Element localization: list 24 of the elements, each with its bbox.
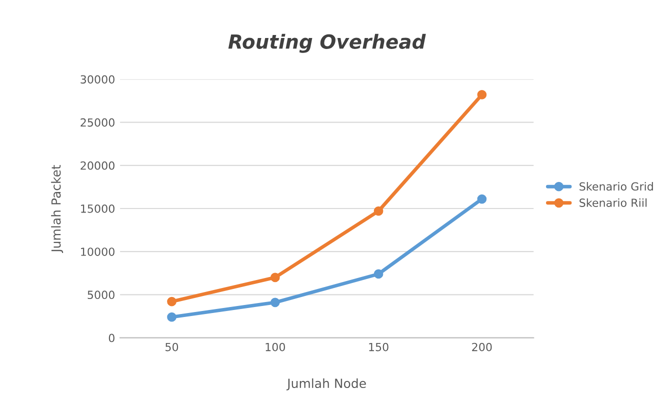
y-tick-label: 15000: [81, 204, 114, 213]
x-tick-label: 150: [369, 342, 388, 352]
point: [477, 194, 487, 204]
point: [374, 269, 384, 279]
y-tick-label: 20000: [80, 161, 114, 170]
y-tick-label: 5000: [88, 290, 114, 300]
y-tick-label: 0: [108, 334, 114, 342]
legend-label: Skenario Riil: [580, 198, 647, 207]
y-axis-title: Jumlah Packet: [51, 164, 64, 253]
x-tick-label: 200: [472, 342, 492, 352]
point: [270, 298, 280, 308]
x-tick-label: 50: [166, 342, 178, 352]
y-tick-label: 25000: [80, 118, 114, 127]
x-axis-title: Jumlah Node: [286, 378, 366, 390]
x-tick-label: 100: [266, 342, 286, 352]
point: [374, 206, 384, 216]
chart-title: Routing Overhead: [228, 34, 426, 53]
legend-label: Skenario Grid: [580, 182, 653, 191]
y-tick-label: 30000: [80, 75, 114, 84]
point: [167, 312, 176, 322]
point: [167, 296, 176, 306]
y-tick-label: 10000: [81, 248, 114, 256]
point: [270, 272, 280, 282]
point: [477, 90, 487, 100]
